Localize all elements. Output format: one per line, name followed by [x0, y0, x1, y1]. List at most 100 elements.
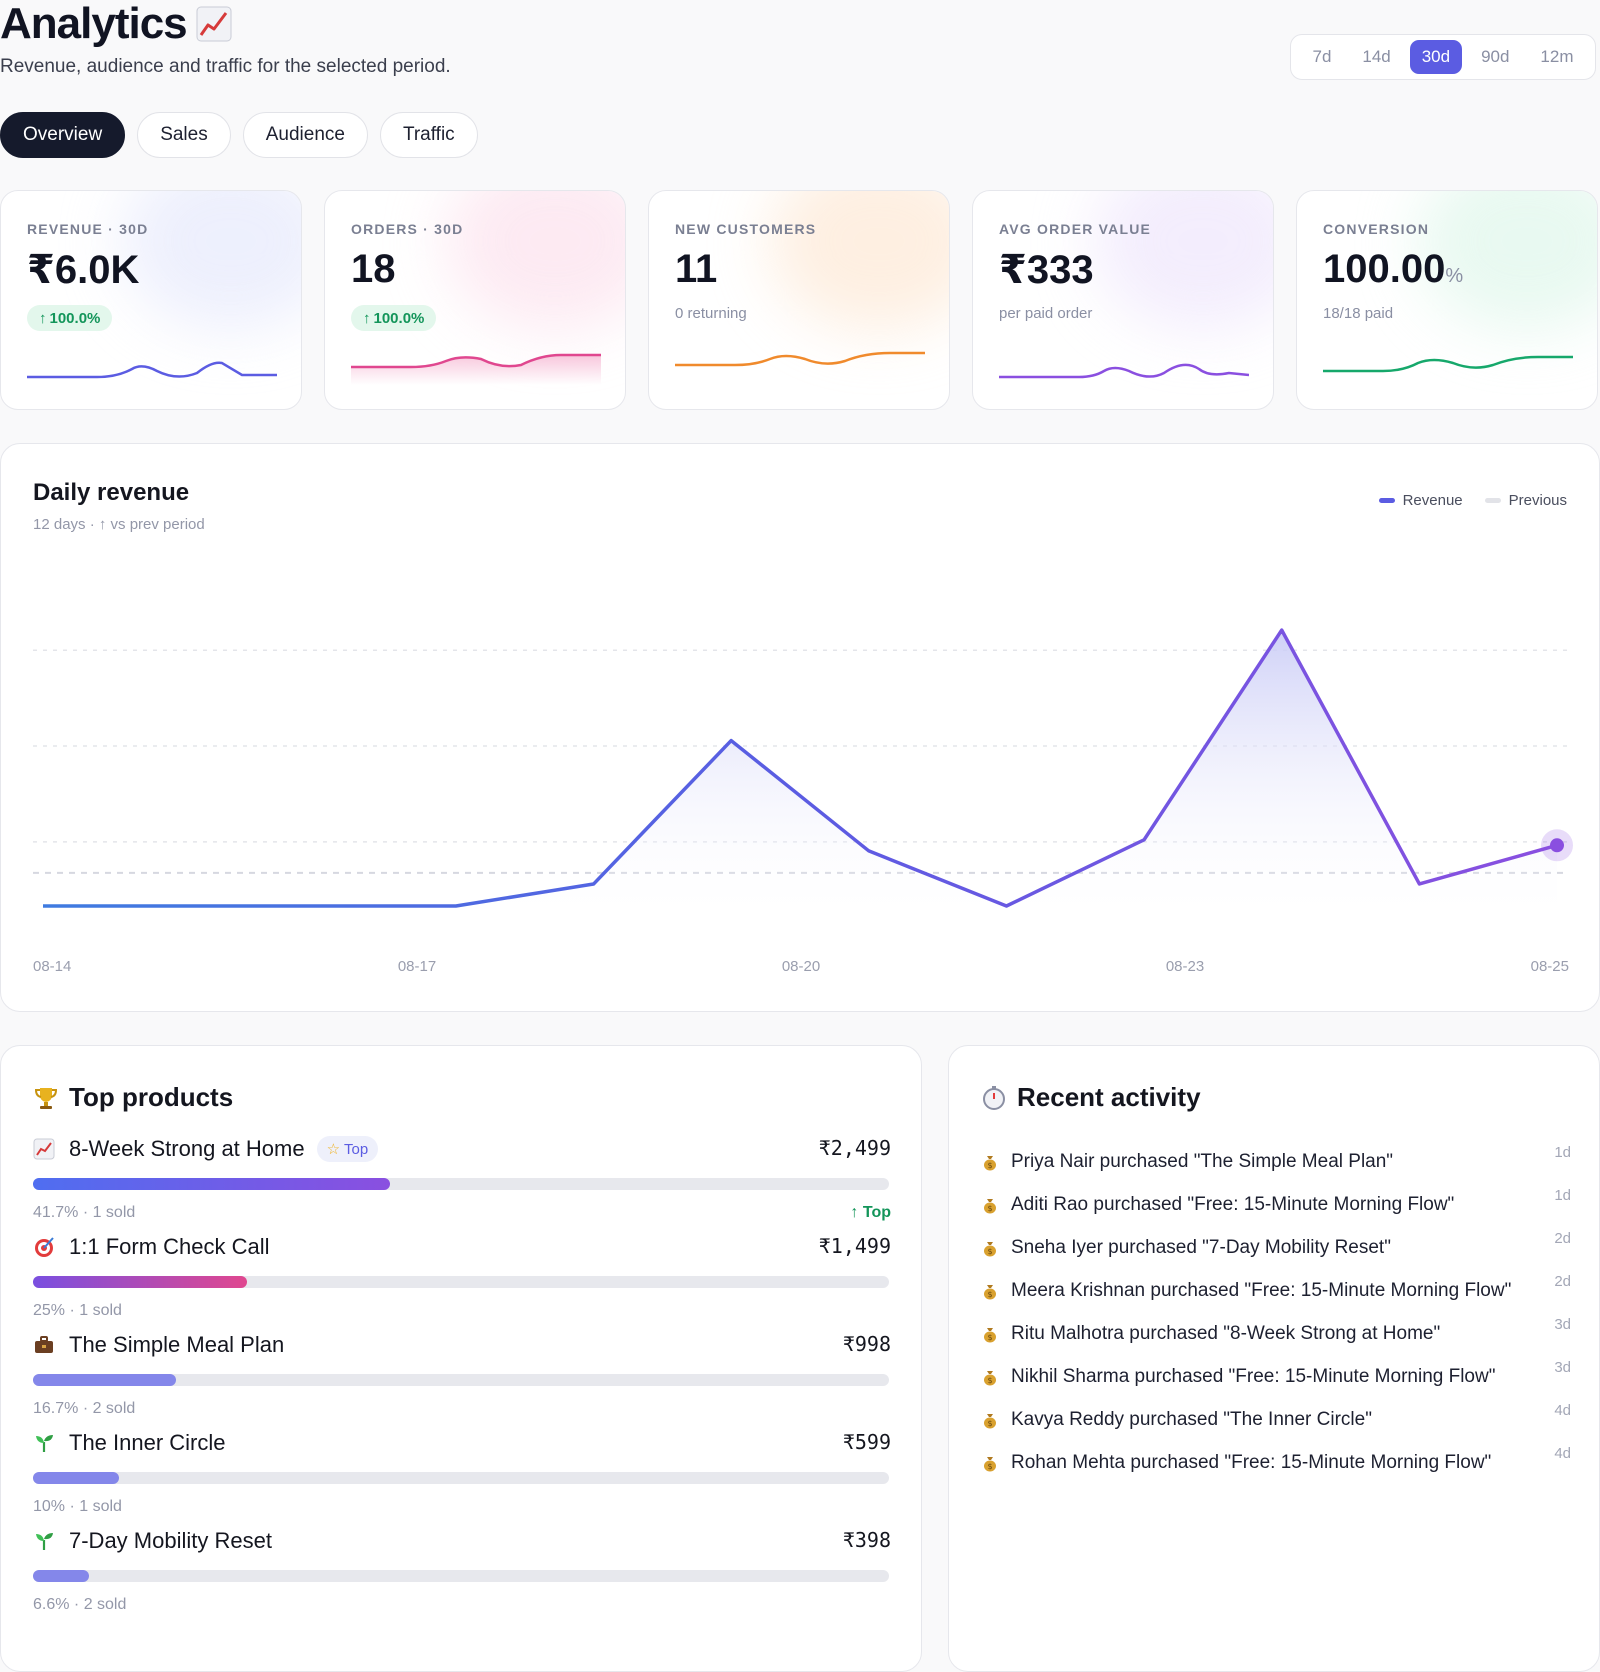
kpi-value: ₹333: [999, 248, 1094, 292]
activity-text: Aditi Rao purchased "Free: 15-Minute Mor…: [1011, 1193, 1455, 1215]
product-row[interactable]: The Inner Circle ₹599 10% · 1 sold: [33, 1426, 891, 1526]
money-bag-icon: $: [981, 1239, 999, 1257]
kpi-card-conversion[interactable]: CONVERSION 100.00% 18/18 paid: [1296, 190, 1598, 410]
svg-text:$: $: [987, 1161, 992, 1170]
x-axis-tick: 08-17: [398, 958, 436, 975]
star-icon: ☆: [326, 1141, 341, 1158]
activity-item[interactable]: $ Aditi Rao purchased "Free: 15-Minute Mo…: [981, 1183, 1571, 1226]
svg-text:$: $: [987, 1247, 992, 1256]
arrow-up-icon: ↑: [39, 309, 47, 327]
share-bar-fill: [33, 1374, 176, 1386]
share-bar: [33, 1276, 889, 1288]
date-range-selector: 7d 14d 30d 90d 12m: [1290, 34, 1596, 80]
activity-item[interactable]: $ Ritu Malhotra purchased "8-Week Strong …: [981, 1312, 1571, 1355]
range-30d-button[interactable]: 30d: [1409, 40, 1463, 74]
money-bag-icon: $: [981, 1325, 999, 1343]
product-name: The Simple Meal Plan: [69, 1332, 285, 1357]
title-row: Analytics: [0, 0, 233, 48]
tab-audience[interactable]: Audience: [242, 112, 368, 158]
card-glow: [1093, 191, 1273, 331]
product-price: ₹1,499: [818, 1234, 891, 1258]
sparkline: [999, 363, 1249, 379]
product-price: ₹2,499: [818, 1136, 891, 1160]
page-title: Analytics: [0, 0, 188, 48]
page-header: Analytics Revenue, audience and traffic …: [0, 0, 1600, 158]
legend-label: Revenue: [1402, 492, 1463, 509]
page-subtitle: Revenue, audience and traffic for the se…: [0, 56, 451, 77]
product-meta: 41.7% · 1 sold: [33, 1204, 136, 1221]
revenue-line: [43, 628, 1558, 908]
activity-item[interactable]: $ Rohan Mehta purchased "Free: 15-Minute …: [981, 1441, 1571, 1484]
x-axis-tick: 08-25: [1531, 958, 1569, 975]
kpi-subtext: 18/18 paid: [1323, 305, 1394, 322]
top-indicator-label: Top: [862, 1204, 891, 1221]
activity-time: 4d: [1554, 1402, 1571, 1419]
share-bar: [33, 1178, 889, 1190]
chart-title: Daily revenue: [33, 479, 190, 506]
share-bar-fill: [33, 1472, 119, 1484]
revenue-area: [43, 630, 1557, 926]
kpi-card-revenue[interactable]: REVENUE · 30D ₹6.0K ↑ 100.0%: [0, 190, 302, 410]
x-axis-tick: 08-23: [1166, 958, 1204, 975]
product-price: ₹599: [842, 1430, 891, 1454]
kpi-subtext: 0 returning: [675, 305, 747, 322]
sparkline: [351, 353, 601, 385]
seedling-icon: [36, 1533, 53, 1550]
product-price: ₹398: [842, 1528, 891, 1552]
kpi-card-orders[interactable]: ORDERS · 30D 18 ↑ 100.0%: [324, 190, 626, 410]
kpi-card-new-customers[interactable]: NEW CUSTOMERS 11 0 returning: [648, 190, 950, 410]
svg-text:$: $: [987, 1419, 992, 1428]
share-bar: [33, 1374, 889, 1386]
product-row[interactable]: The Simple Meal Plan ₹998 16.7% · 2 sold: [33, 1328, 891, 1428]
activity-item[interactable]: $ Sneha Iyer purchased "7-Day Mobility Re…: [981, 1226, 1571, 1269]
arrow-up-icon: ↑: [363, 309, 371, 327]
tab-traffic[interactable]: Traffic: [379, 112, 478, 158]
activity-item[interactable]: $ Nikhil Sharma purchased "Free: 15-Minut…: [981, 1355, 1571, 1398]
range-12m-button[interactable]: 12m: [1540, 47, 1574, 66]
card-glow: [769, 191, 949, 331]
sparkline: [27, 361, 277, 379]
kpi-label: CONVERSION: [1323, 221, 1430, 237]
sparkline: [1323, 355, 1573, 373]
kpi-subtext: per paid order: [999, 305, 1093, 322]
product-name: 7-Day Mobility Reset: [69, 1528, 272, 1553]
activity-list: $ Priya Nair purchased "The Simple Meal P…: [981, 1140, 1571, 1484]
x-axis-tick: 08-14: [33, 958, 71, 975]
money-bag-icon: $: [981, 1196, 999, 1214]
money-bag-icon: $: [981, 1153, 999, 1171]
range-14d-button[interactable]: 14d: [1362, 47, 1391, 66]
kpi-row: REVENUE · 30D ₹6.0K ↑ 100.0% ORDERS · 30D…: [0, 190, 1600, 410]
legend-revenue[interactable]: Revenue: [1378, 492, 1463, 509]
product-meta: 10% · 1 sold: [33, 1498, 122, 1515]
trend-value: 100.0%: [49, 309, 101, 327]
activity-time: 4d: [1554, 1445, 1571, 1462]
daily-revenue-card: 08-14 08-17 08-20 08-23 08-25 Daily revenue …: [0, 443, 1600, 1012]
product-name: 1:1 Form Check Call: [69, 1234, 270, 1259]
tab-overview[interactable]: Overview: [0, 112, 126, 158]
top-products-card: Top products 8-Week Strong at Home ☆ Top …: [0, 1045, 922, 1672]
activity-item[interactable]: $ Kavya Reddy purchased "The Inner Circle…: [981, 1398, 1571, 1441]
recent-activity-card: Recent activity $ Priya Nair purchased "T…: [948, 1045, 1600, 1672]
range-90d-button[interactable]: 90d: [1481, 47, 1510, 66]
trend-value: 100.0%: [373, 309, 425, 327]
activity-item[interactable]: $ Priya Nair purchased "The Simple Meal P…: [981, 1140, 1571, 1183]
product-row[interactable]: 8-Week Strong at Home ☆ Top ₹2,499 41.7% …: [33, 1132, 891, 1232]
tab-sales[interactable]: Sales: [137, 112, 231, 158]
legend-previous[interactable]: Previous: [1484, 492, 1567, 509]
kpi-value: 100.00%: [1323, 247, 1463, 292]
activity-time: 1d: [1554, 1187, 1571, 1204]
money-bag-icon: $: [981, 1368, 999, 1386]
range-7d-button[interactable]: 7d: [1312, 47, 1332, 66]
legend-swatch: [1378, 498, 1395, 503]
kpi-card-avg-order-value[interactable]: AVG ORDER VALUE ₹333 per paid order: [972, 190, 1274, 410]
sparkline: [675, 351, 925, 367]
top-badge-label: Top: [344, 1140, 369, 1158]
section-title: Recent activity: [981, 1082, 1201, 1113]
legend-swatch: [1484, 498, 1501, 503]
kpi-label: REVENUE · 30D: [27, 221, 149, 237]
last-point: [1550, 838, 1564, 853]
kpi-value: 11: [675, 247, 718, 291]
product-row[interactable]: 7-Day Mobility Reset ₹398 6.6% · 2 sold: [33, 1524, 891, 1624]
product-row[interactable]: 1:1 Form Check Call ₹1,499 25% · 1 sold: [33, 1230, 891, 1330]
activity-item[interactable]: $ Meera Krishnan purchased "Free: 15-Minu…: [981, 1269, 1571, 1312]
